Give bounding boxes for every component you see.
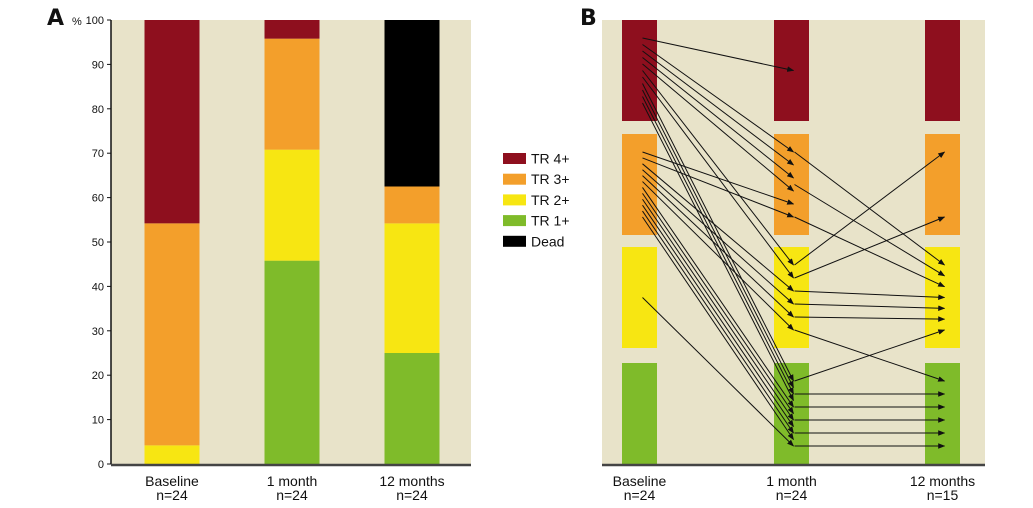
transition-arrow: [642, 204, 794, 428]
x-tick-label: 1 month: [766, 473, 817, 489]
grade-block-tr-2-0: [622, 247, 657, 348]
transition-arrow: [642, 63, 795, 192]
transition-arrow: [642, 175, 795, 318]
grade-blocks-b: [622, 20, 960, 464]
transition-arrow: [642, 102, 794, 402]
transition-arrow: [642, 216, 794, 441]
y-tick-label: 70: [92, 148, 104, 160]
y-tick-label: 60: [92, 193, 104, 205]
x-tick-n-label: n=24: [396, 487, 428, 503]
transition-arrow: [794, 290, 946, 301]
legend-swatch: [503, 173, 526, 185]
y-tick-label: 80: [92, 104, 104, 116]
bars-a: [144, 20, 440, 464]
bar-segment-tr-1-1-month: [264, 260, 320, 464]
y-tick-label: 90: [92, 59, 104, 71]
y-tick-label: 0: [98, 459, 104, 471]
x-tick-n-label: n=15: [927, 487, 959, 503]
transition-arrow: [794, 303, 946, 311]
bar-segment-tr-4-baseline: [144, 20, 200, 224]
transition-arrow: [642, 57, 795, 179]
legend-label: TR 4+: [531, 151, 570, 167]
grade-block-tr-3-2: [925, 134, 960, 235]
transition-arrow: [642, 151, 795, 205]
x-tick-label: Baseline: [145, 473, 199, 489]
transition-arrow: [642, 89, 794, 389]
transition-arrow: [642, 198, 794, 421]
transition-arrow: [794, 329, 946, 382]
bar-segment-dead-12-months: [384, 20, 440, 187]
legend-label: Dead: [531, 233, 564, 249]
x-tick-n-label: n=24: [776, 487, 808, 503]
transition-arrow: [642, 50, 795, 166]
transition-arrow: [642, 37, 795, 72]
y-tick-label: 40: [92, 281, 104, 293]
legend: TR 4+ TR 3+ TR 2+ TR 1+ Dead: [503, 151, 570, 249]
y-tick-label: 20: [92, 370, 104, 382]
x-tick-label: 1 month: [267, 473, 318, 489]
transition-arrow: [642, 187, 794, 408]
transition-arrow: [642, 96, 794, 395]
x-tick-n-label: n=24: [276, 487, 308, 503]
transition-arrow: [794, 184, 946, 277]
panel-label-b: B: [580, 6, 597, 31]
transition-arrow: [642, 210, 794, 434]
bar-segment-tr-2-12-months: [384, 223, 440, 353]
grade-block-tr-4-2: [925, 20, 960, 121]
transition-arrow: [642, 83, 794, 382]
grade-block-tr-3-1: [774, 134, 809, 235]
transition-arrow: [642, 70, 794, 266]
panel-label-a: A: [47, 6, 64, 31]
transition-arrow: [642, 181, 794, 331]
x-tick-label: 12 months: [910, 473, 975, 489]
legend-swatch: [503, 153, 526, 164]
y-tick-label: 100: [86, 15, 104, 27]
grade-block-tr-1-2: [925, 363, 960, 464]
bar-segment-tr-2-1-month: [264, 149, 320, 261]
bar-segment-tr-3-1-month: [264, 38, 320, 150]
legend-swatch: [503, 215, 526, 227]
bar-segment-tr-3-12-months: [384, 186, 440, 224]
grade-block-tr-1-0: [622, 363, 657, 464]
transition-arrow: [642, 297, 794, 447]
x-tick-n-label: n=24: [156, 487, 188, 503]
bar-segment-tr-1-12-months: [384, 353, 440, 464]
legend-swatch: [503, 194, 526, 206]
y-tick-label: 30: [92, 326, 104, 338]
x-tick-n-label: n=24: [624, 487, 656, 503]
transition-arrows: [642, 37, 946, 449]
grade-block-tr-4-0: [622, 20, 657, 121]
transition-arrow: [642, 193, 794, 415]
y-tick-label: 50: [92, 237, 104, 249]
bar-segment-tr-4-1-month: [264, 20, 320, 39]
x-tick-label: Baseline: [613, 473, 667, 489]
bar-segment-tr-2-baseline: [144, 445, 200, 464]
bar-segment-tr-3-baseline: [144, 223, 200, 446]
legend-label: TR 2+: [531, 192, 570, 208]
transition-arrow: [794, 151, 946, 266]
x-tick-label: 12 months: [379, 473, 444, 489]
transition-arrow: [794, 316, 946, 322]
y-axis-label: %: [72, 16, 82, 28]
transition-arrow: [642, 163, 795, 292]
y-tick-label: 10: [92, 415, 104, 427]
transition-arrow: [794, 216, 946, 288]
transition-arrow: [642, 44, 795, 153]
y-axis-ticks: 0 10 20 30 40 50 60 70 80 90 100: [86, 15, 111, 471]
legend-label: TR 1+: [531, 213, 570, 229]
transition-arrow: [794, 216, 946, 279]
legend-label: TR 3+: [531, 171, 570, 187]
transition-arrow: [642, 157, 795, 218]
legend-swatch: [503, 235, 526, 247]
transition-arrow: [642, 169, 795, 305]
